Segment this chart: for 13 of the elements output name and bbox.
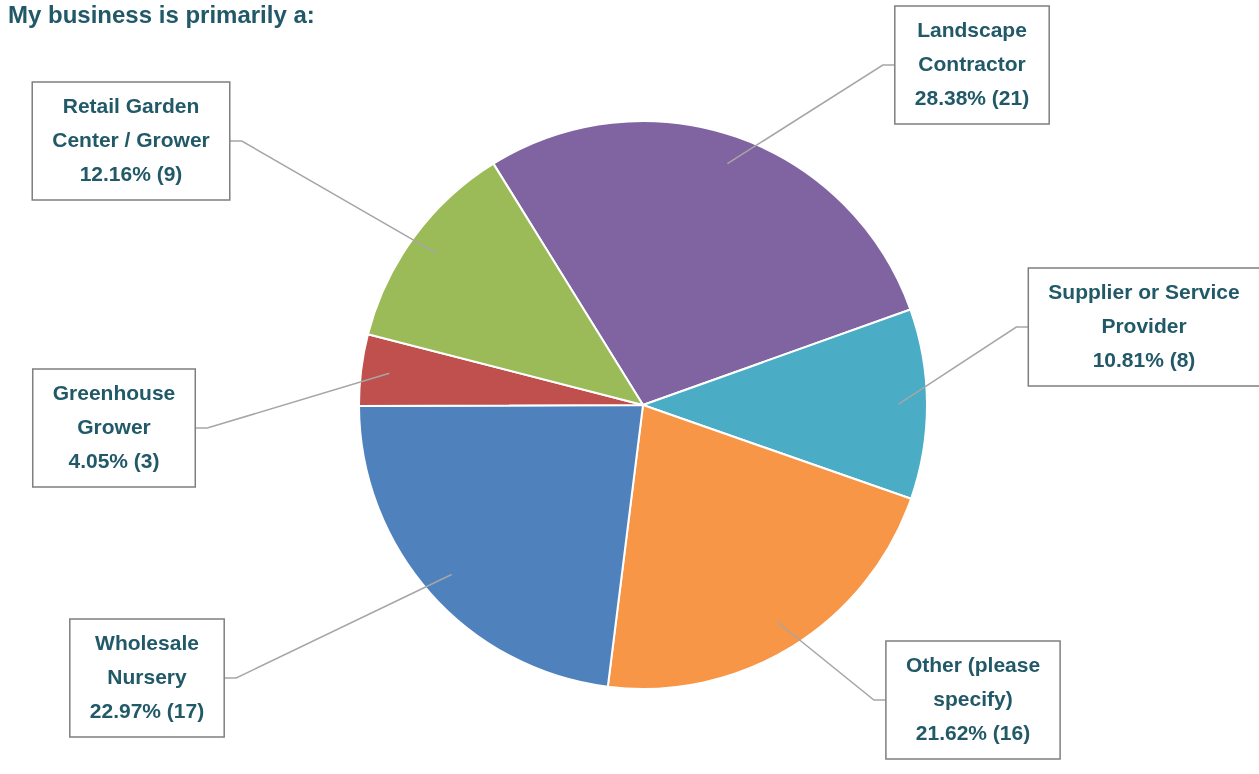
slice-label: Landscape Contractor: [917, 17, 1027, 75]
slice-label: Retail Garden Center / Grower: [52, 93, 210, 151]
data-label: 12.16% (9): [79, 161, 183, 185]
slice-label: Supplier or Service Provider: [1048, 279, 1240, 337]
chart-title: My business is primarily a:: [8, 0, 315, 28]
data-label: 28.38% (21): [914, 85, 1030, 109]
slice-label: Greenhouse Grower: [52, 380, 176, 438]
slice-label: Other (please specify): [905, 652, 1041, 710]
data-label: 4.05% (3): [68, 448, 160, 472]
data-label: 22.97% (17): [89, 698, 205, 722]
slice-label: Wholesale Nursery: [95, 630, 199, 688]
data-label: 21.62% (16): [915, 720, 1031, 744]
data-label: 10.81% (8): [1092, 347, 1196, 371]
